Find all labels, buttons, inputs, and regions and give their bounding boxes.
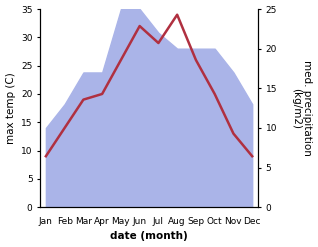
X-axis label: date (month): date (month): [110, 231, 188, 242]
Y-axis label: max temp (C): max temp (C): [5, 72, 16, 144]
Y-axis label: med. precipitation
(kg/m2): med. precipitation (kg/m2): [291, 60, 313, 156]
